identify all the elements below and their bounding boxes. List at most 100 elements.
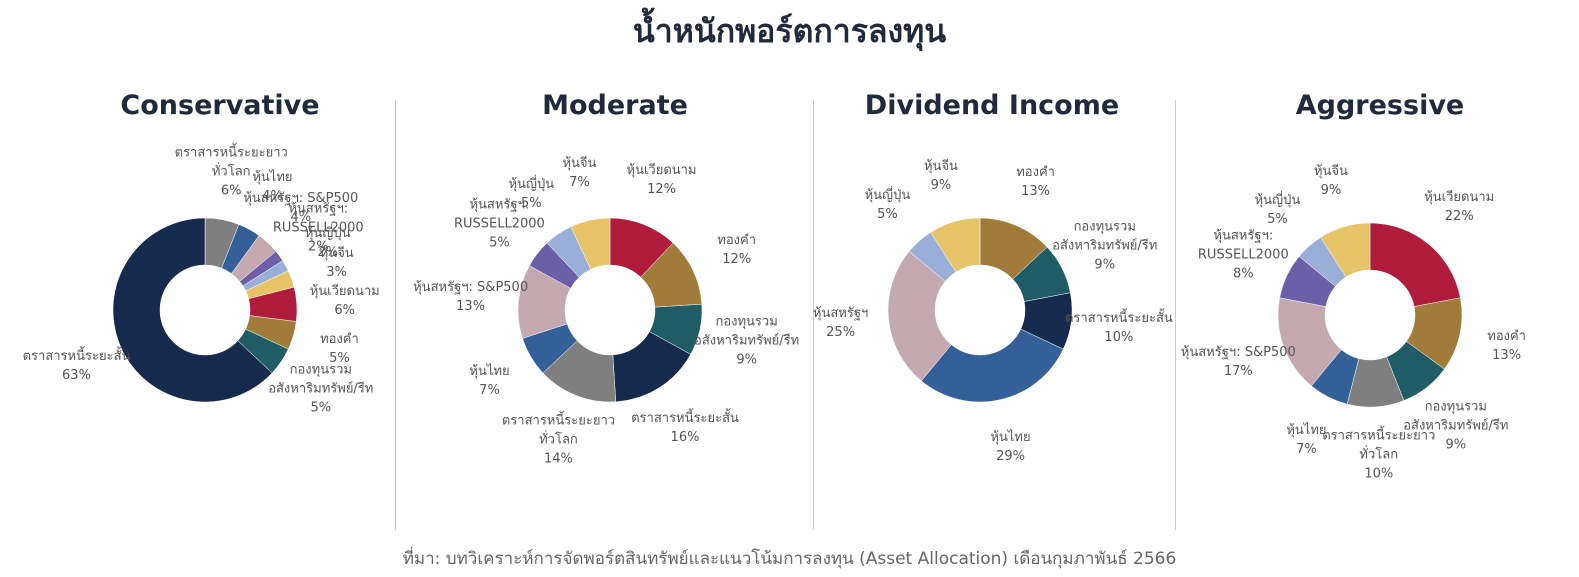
category-label: หุ้นไทย: [252, 170, 293, 186]
slice-label: หุ้นญี่ปุ่น 5%: [1255, 191, 1301, 229]
slice-label: กองทุนรวม อสังหาริมทรัพย์/รีท 9%: [1052, 218, 1157, 275]
value-label: 14%: [544, 451, 573, 467]
value-label: 9%: [930, 177, 952, 193]
slice-label: ทองคำ 13%: [1487, 327, 1526, 365]
category-label: หุ้นไทย: [469, 364, 510, 380]
category-label: ตราสารหนี้ระยะสั้น: [1064, 310, 1173, 326]
slice-label: กองทุนรวม อสังหาริมทรัพย์/รีท 9%: [694, 312, 799, 369]
value-label: 9%: [1320, 182, 1342, 198]
category-label: หุ้นจีน: [1313, 163, 1348, 179]
slice-label: หุ้นจีน 3%: [320, 244, 354, 282]
divider: [395, 100, 396, 530]
slice-label: หุ้นไทย 29%: [990, 428, 1030, 466]
chart-title: Dividend Income: [864, 90, 1120, 121]
slice-label: หุ้นไทย 7%: [1286, 421, 1326, 459]
value-label: 10%: [1364, 466, 1394, 482]
slice-label: หุ้นสหรัฐฯ: S&P500 17%: [1181, 343, 1296, 381]
slice: [887, 251, 952, 382]
slice: [930, 217, 981, 273]
slice-label: หุ้นเวียดนาม 22%: [1424, 188, 1494, 226]
chart-title: Aggressive: [1295, 90, 1465, 121]
slice-label: หุ้นจีน 7%: [562, 154, 596, 192]
category-label: หุ้นสหรัฐฯ: S&P500: [413, 279, 529, 295]
value-label: 4%: [262, 189, 283, 205]
slice-label: หุ้นจีน 9%: [924, 157, 958, 195]
value-label: 9%: [1445, 437, 1467, 453]
value-label: 7%: [1296, 441, 1317, 457]
slice-label: หุ้นเวียดนาม 6%: [310, 282, 380, 320]
category-label: ทองคำ: [320, 332, 359, 348]
category-label: กองทุนรวม อสังหาริมทรัพย์/รีท: [1052, 219, 1158, 254]
category-label: ตราสารหนี้ระยะยาว ทั่วโลก: [501, 413, 616, 448]
slice-label: หุ้นสหรัฐฯ: S&P500 13%: [413, 278, 528, 316]
category-label: หุ้นเวียดนาม: [626, 162, 697, 178]
source: ที่มา: บทวิเคราะห์การจัดพอร์ตสินทรัพย์แล…: [402, 549, 1177, 569]
slice-label: หุ้นไทย 4%: [252, 168, 292, 206]
slice-label: หุ้นสหรัฐฯ: RUSSELL2000 5%: [454, 196, 545, 253]
slice-label: หุ้นจีน 9%: [1314, 162, 1348, 200]
slice-label: กองทุนรวม อสังหาริมทรัพย์/รีท 9%: [1403, 397, 1508, 454]
value-label: 63%: [62, 367, 91, 383]
category-label: หุ้นญี่ปุ่น: [508, 177, 555, 193]
value-label: 6%: [334, 303, 356, 319]
slice-label: ตราสารหนี้ระยะยาว ทั่วโลก 10%: [1322, 426, 1435, 483]
value-label: 13%: [456, 298, 486, 314]
slice-label: หุ้นญี่ปุ่น 5%: [508, 175, 554, 213]
category-label: หุ้นสหรัฐฯ: RUSSELL2000: [1197, 228, 1289, 263]
category-label: หุ้นจีน: [562, 156, 597, 172]
value-label: 12%: [647, 181, 676, 197]
value-label: 5%: [489, 235, 510, 251]
value-label: 17%: [1223, 364, 1253, 380]
slice-label: ตราสารหนี้ระยะสั้น 63%: [23, 347, 131, 385]
value-label: 13%: [1492, 347, 1522, 363]
divider: [1175, 100, 1176, 530]
category-label: หุ้นสหรัฐฯ: S&P500: [243, 190, 359, 206]
category-label: ทองคำ: [1016, 164, 1055, 180]
value-label: 3%: [326, 264, 348, 280]
category-label: ตราสารหนี้ระยะยาว ทั่วโลก: [174, 145, 288, 180]
slice-label: หุ้นสหรัฐฯ: RUSSELL2000 8%: [1198, 227, 1289, 284]
chart-title: Moderate: [542, 90, 688, 121]
category-label: หุ้นจีน: [319, 245, 354, 261]
value-label: 10%: [1104, 329, 1134, 345]
category-label: ตราสารหนี้ระยะสั้น: [22, 348, 131, 364]
slice-label: หุ้นสหรัฐฯ: RUSSELL2000 2%: [273, 199, 364, 256]
value-label: 13%: [1021, 183, 1051, 199]
slice-label: ตราสารหนี้ระยะยาว ทั่วโลก 14%: [502, 412, 615, 469]
slice-label: ทองคำ 12%: [717, 231, 756, 269]
value-label: 5%: [310, 400, 332, 416]
category-label: หุ้นเวียดนาม: [309, 284, 380, 300]
category-label: หุ้นญี่ปุ่น: [864, 187, 911, 203]
chart-title: Conservative: [120, 90, 320, 121]
slice-label: กองทุนรวม อสังหาริมทรัพย์/รีท 5%: [268, 360, 373, 417]
category-label: หุ้นสหรัฐฯ: S&P500: [1180, 345, 1296, 361]
slice-label: ทองคำ 5%: [320, 330, 359, 368]
category-label: หุ้นญี่ปุ่น: [304, 225, 351, 241]
value-label: 16%: [670, 430, 700, 446]
category-label: หุ้นเวียดนาม: [1424, 190, 1495, 206]
slice: [570, 217, 611, 270]
slice-label: หุ้นเวียดนาม 12%: [627, 161, 697, 199]
value-label: 5%: [520, 196, 542, 212]
value-label: 6%: [220, 183, 242, 199]
category-label: ทองคำ: [717, 233, 757, 249]
value-label: 7%: [569, 175, 590, 191]
category-label: หุ้นสหรัฐฯ: RUSSELL2000: [453, 197, 545, 232]
value-label: 4%: [290, 209, 312, 225]
slice: [112, 217, 273, 403]
slice-label: ทองคำ 13%: [1016, 163, 1055, 201]
category-label: ตราสารหนี้ระยะยาว ทั่วโลก: [1322, 428, 1436, 463]
value-label: 8%: [1233, 266, 1254, 282]
category-label: หุ้นไทย: [1286, 422, 1327, 438]
value-label: 9%: [1094, 257, 1116, 273]
category-label: หุ้นญี่ปุ่น: [1254, 192, 1301, 208]
category-label: หุ้นไทย: [990, 429, 1031, 445]
divider: [813, 100, 814, 530]
slice-label: หุ้นสหรัฐฯ 25%: [813, 304, 868, 342]
category-label: กองทุนรวม อสังหาริมทรัพย์/รีท: [694, 314, 800, 349]
slice: [921, 328, 1064, 403]
value-label: 9%: [736, 352, 757, 368]
value-label: 2%: [317, 244, 338, 260]
value-label: 5%: [1267, 211, 1288, 227]
